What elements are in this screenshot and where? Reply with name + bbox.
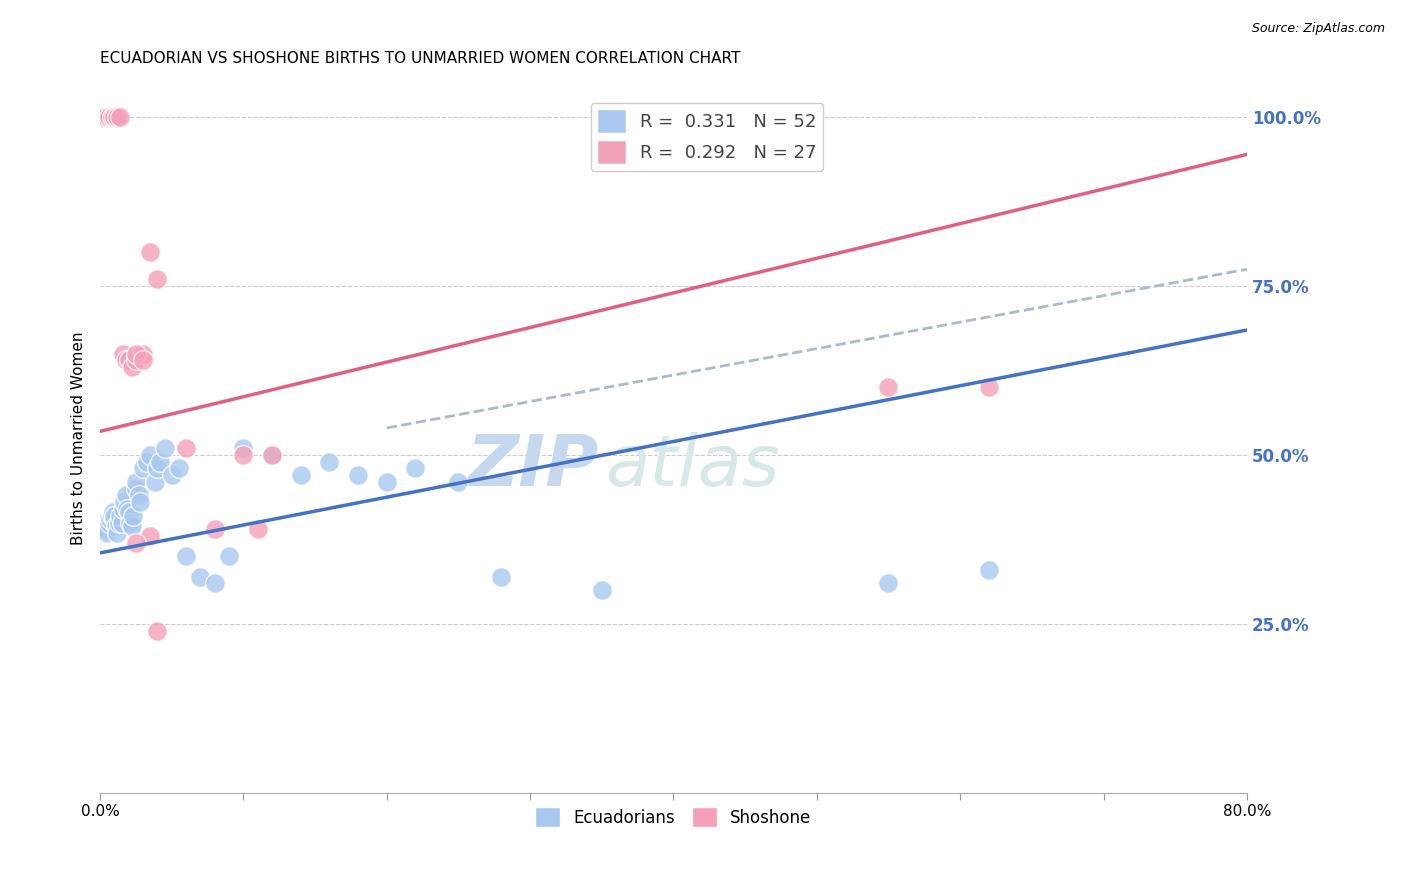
Point	[112, 502, 135, 516]
Point	[125, 475, 148, 489]
Point	[167, 461, 190, 475]
Point	[115, 353, 138, 368]
Point	[290, 468, 312, 483]
Y-axis label: Births to Unmarried Women: Births to Unmarried Women	[72, 331, 86, 545]
Point	[91, 110, 114, 124]
Point	[96, 525, 118, 540]
Point	[105, 525, 128, 540]
Text: ZIP: ZIP	[467, 432, 599, 501]
Point	[174, 441, 197, 455]
Point	[977, 380, 1000, 394]
Point	[107, 516, 129, 530]
Point	[405, 461, 427, 475]
Point	[143, 475, 166, 489]
Point	[94, 522, 117, 536]
Text: Source: ZipAtlas.com: Source: ZipAtlas.com	[1251, 22, 1385, 36]
Point	[121, 360, 143, 375]
Point	[125, 482, 148, 496]
Point	[103, 110, 125, 124]
Point	[100, 110, 122, 124]
Point	[447, 475, 470, 489]
Point	[111, 516, 134, 530]
Point	[318, 455, 340, 469]
Point	[232, 448, 254, 462]
Point	[139, 448, 162, 462]
Point	[118, 353, 141, 368]
Text: ECUADORIAN VS SHOSHONE BIRTHS TO UNMARRIED WOMEN CORRELATION CHART: ECUADORIAN VS SHOSHONE BIRTHS TO UNMARRI…	[100, 51, 741, 66]
Point	[218, 549, 240, 564]
Point	[204, 522, 226, 536]
Point	[125, 535, 148, 549]
Point	[174, 549, 197, 564]
Point	[117, 502, 139, 516]
Point	[139, 529, 162, 543]
Point	[232, 441, 254, 455]
Point	[491, 569, 513, 583]
Point	[100, 508, 122, 523]
Point	[115, 488, 138, 502]
Point	[977, 563, 1000, 577]
Point	[125, 346, 148, 360]
Point	[246, 522, 269, 536]
Point	[347, 468, 370, 483]
Point	[103, 512, 125, 526]
Text: atlas: atlas	[605, 432, 779, 501]
Point	[122, 508, 145, 523]
Point	[101, 505, 124, 519]
Point	[128, 488, 150, 502]
Point	[146, 624, 169, 638]
Point	[139, 245, 162, 260]
Point	[91, 519, 114, 533]
Point	[129, 495, 152, 509]
Point	[375, 475, 398, 489]
Point	[153, 441, 176, 455]
Point	[132, 346, 155, 360]
Point	[104, 519, 127, 533]
Point	[132, 353, 155, 368]
Point	[93, 516, 115, 530]
Point	[149, 455, 172, 469]
Point	[94, 110, 117, 124]
Point	[146, 272, 169, 286]
Point	[97, 110, 120, 124]
Point	[877, 576, 900, 591]
Point	[97, 516, 120, 530]
Point	[105, 110, 128, 124]
Point	[125, 353, 148, 368]
Point	[204, 576, 226, 591]
Point	[262, 448, 284, 462]
Point	[190, 569, 212, 583]
Legend: Ecuadorians, Shoshone: Ecuadorians, Shoshone	[529, 800, 818, 834]
Point	[108, 508, 131, 523]
Point	[136, 455, 159, 469]
Point	[98, 512, 121, 526]
Point	[121, 519, 143, 533]
Point	[591, 582, 613, 597]
Point	[120, 516, 142, 530]
Point	[108, 110, 131, 124]
Point	[146, 461, 169, 475]
Point	[132, 461, 155, 475]
Point	[877, 380, 900, 394]
Point	[103, 508, 125, 523]
Point	[262, 448, 284, 462]
Point	[112, 346, 135, 360]
Point	[114, 495, 136, 509]
Point	[160, 468, 183, 483]
Point	[118, 505, 141, 519]
